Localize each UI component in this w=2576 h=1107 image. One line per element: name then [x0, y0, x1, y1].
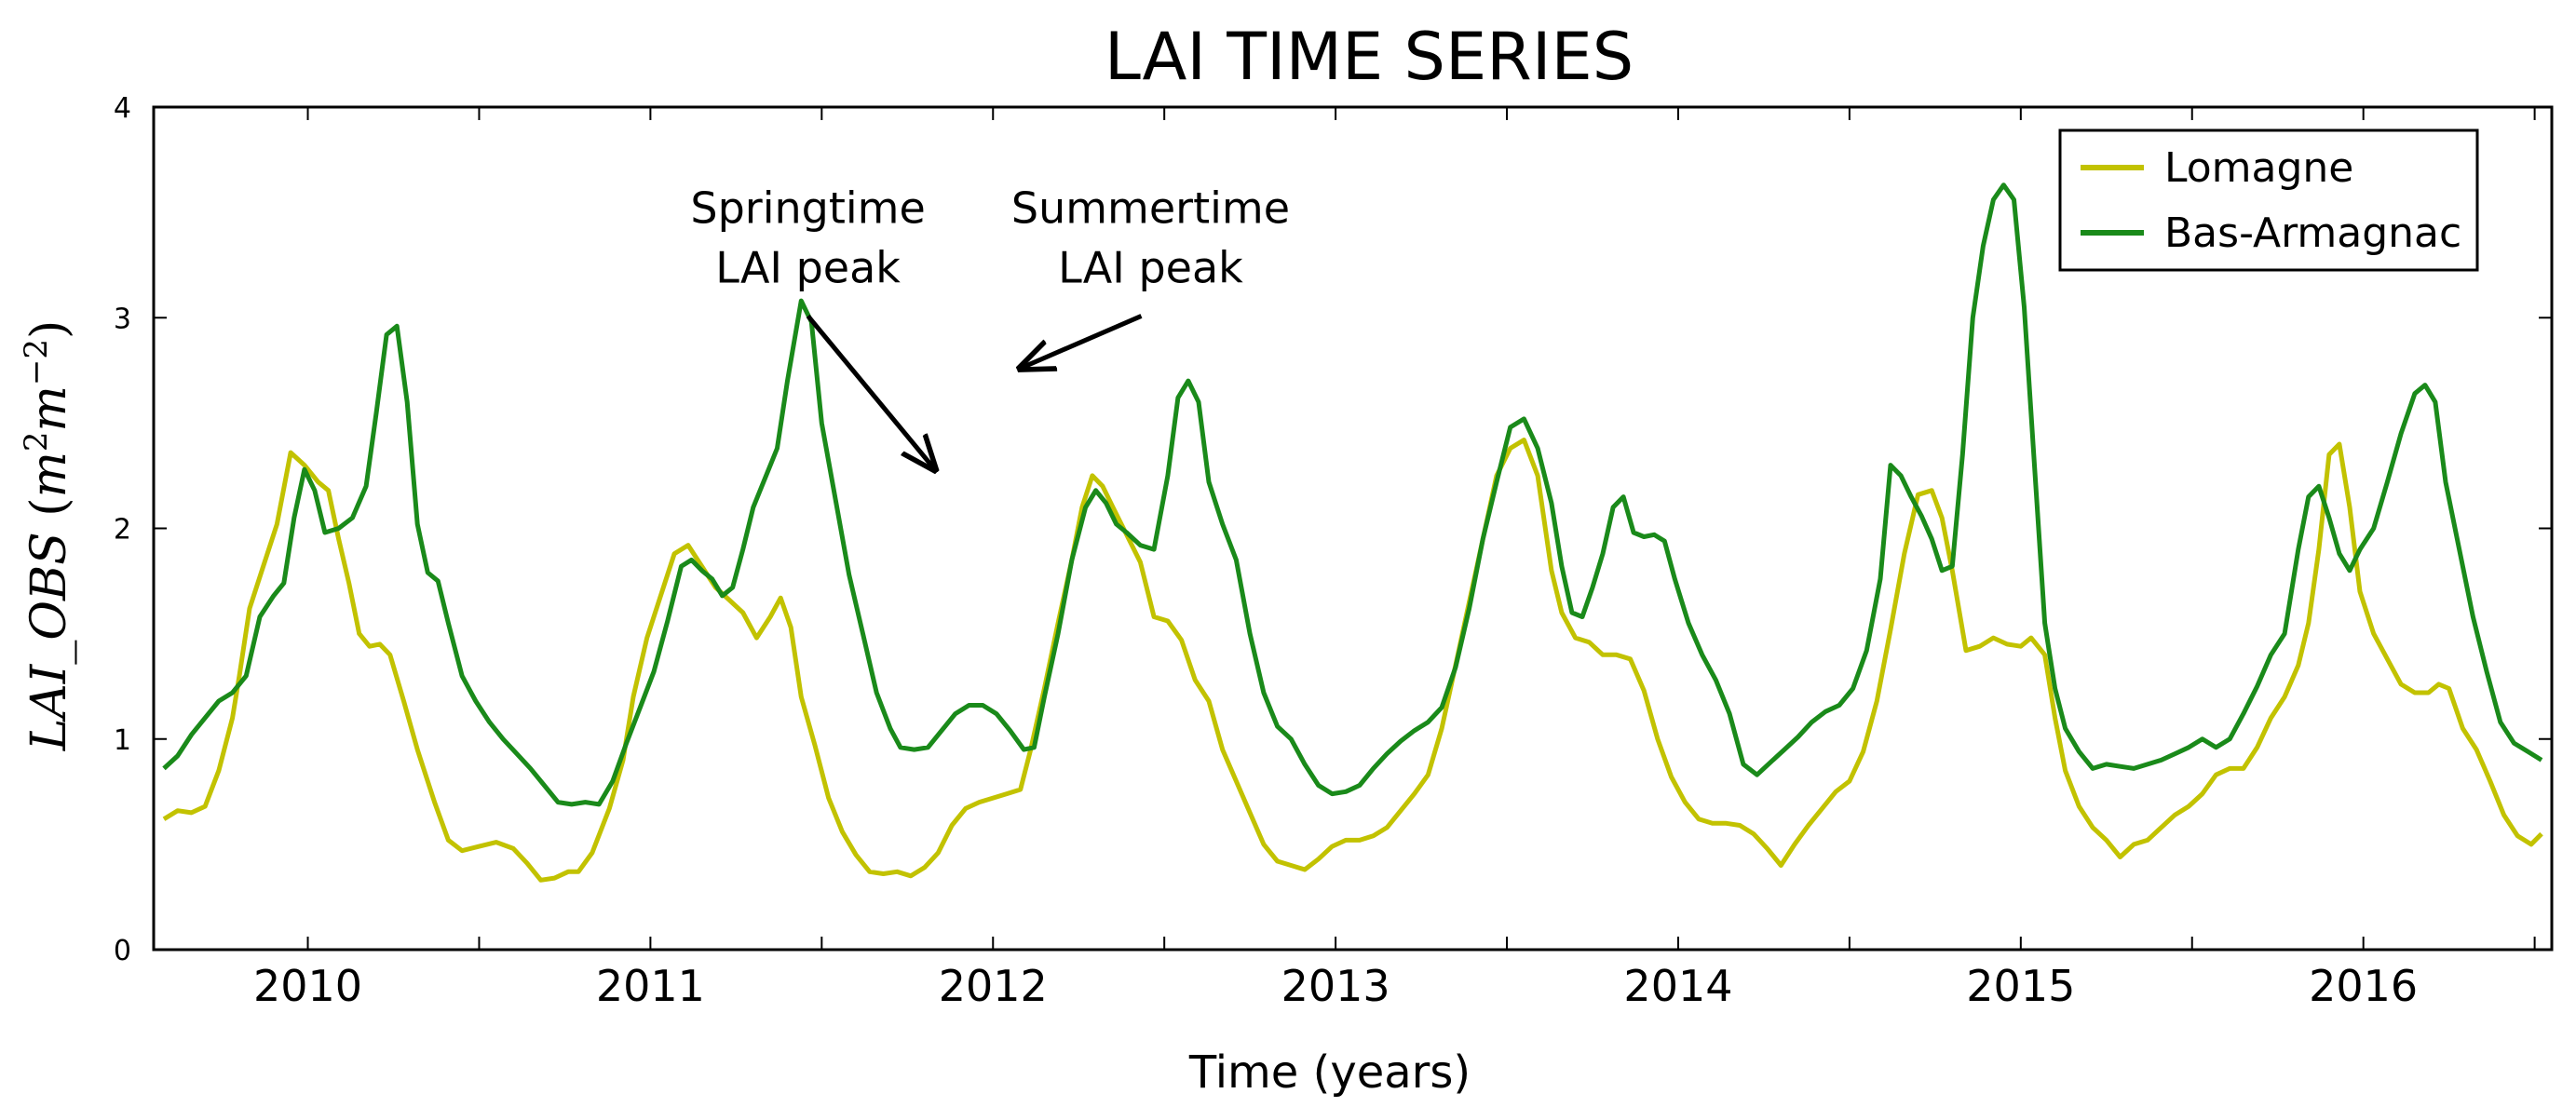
y-axis-label-exp2: −2	[18, 339, 55, 385]
y-axis-label-exp1: 2	[18, 431, 55, 452]
y-tick-label: 3	[114, 303, 131, 335]
y-tick-label: 1	[114, 724, 131, 757]
x-tick-label: 2013	[1281, 961, 1390, 1011]
series-line-lomagne	[162, 438, 2543, 883]
annotation-arrow	[806, 314, 935, 469]
y-axis-label-paren-open: (	[21, 497, 77, 516]
y-tick-label: 2	[114, 514, 131, 547]
annotation-line1: Springtime	[690, 182, 925, 233]
plot-area: 0 1 2 3 4 2010 2011 2012 2013 2014 2015 2016 Springt…	[114, 92, 2554, 1011]
annotation-arrow	[1021, 314, 1143, 368]
y-axis-label-unit-m2: m	[21, 385, 77, 431]
annotation-line2: LAI peak	[715, 242, 901, 292]
y-axis-label: LAI_OBS (m2m−2)	[18, 320, 77, 752]
x-tick-label: 2015	[1966, 961, 2075, 1011]
x-tick-label: 2012	[939, 961, 1048, 1011]
x-axis-label: Time (years)	[1188, 1046, 1471, 1099]
legend-label: Bas-Armagnac	[2164, 209, 2461, 257]
legend-label: Lomagne	[2164, 144, 2353, 192]
y-tick-label: 4	[114, 92, 131, 125]
annotation-line1: Summertime	[1011, 182, 1290, 233]
y-axis-label-unit-m1: m	[21, 452, 77, 497]
series-line-bas-armagnac	[162, 182, 2543, 807]
legend-box	[2058, 128, 2479, 272]
y-axis-label-main: LAI_OBS	[21, 517, 77, 752]
y-tick-label: 0	[114, 935, 131, 967]
x-tick-label: 2016	[2309, 961, 2418, 1011]
chart-title: LAI TIME SERIES	[1105, 19, 1634, 95]
x-tick-label: 2014	[1623, 961, 1732, 1011]
x-tick-label: 2011	[596, 961, 705, 1011]
x-tick-label: 2010	[253, 961, 362, 1011]
y-axis-label-paren-close: )	[21, 320, 77, 339]
annotation-line2: LAI peak	[1058, 242, 1243, 292]
